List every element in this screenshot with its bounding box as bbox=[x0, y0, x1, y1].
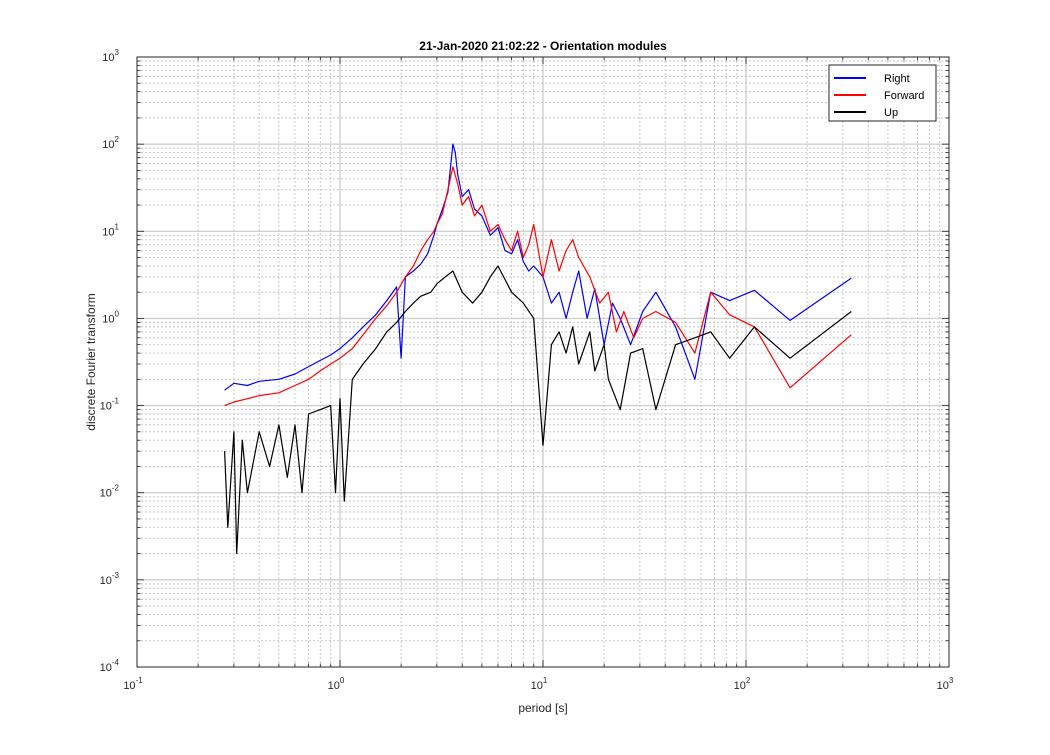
y-tick-label-exponent: 1 bbox=[115, 222, 120, 231]
y-tick-label-exponent: 3 bbox=[115, 48, 120, 57]
series-layer bbox=[224, 143, 852, 555]
y-tick-label: 10-1 bbox=[100, 397, 120, 413]
x-tick-label: 102 bbox=[734, 676, 751, 692]
chart-title: 21-Jan-2020 21:02:22 - Orientation modul… bbox=[419, 39, 667, 53]
x-tick-label: 10-1 bbox=[123, 676, 143, 692]
y-tick-label: 100 bbox=[102, 309, 119, 325]
series-line-right bbox=[224, 143, 852, 391]
legend-label-forward: Forward bbox=[884, 90, 924, 102]
series-line-forward bbox=[224, 166, 852, 407]
legend-label-up: Up bbox=[884, 107, 898, 119]
x-tick-label-exponent: 3 bbox=[949, 676, 954, 685]
y-tick-label: 10-3 bbox=[100, 571, 120, 587]
y-tick-label: 101 bbox=[102, 222, 119, 238]
y-tick-label: 103 bbox=[102, 48, 119, 64]
y-tick-label-exponent: -4 bbox=[112, 658, 120, 667]
y-tick-label-exponent: -1 bbox=[112, 397, 120, 406]
y-tick-label: 10-2 bbox=[100, 484, 120, 500]
x-tick-label: 103 bbox=[937, 676, 954, 692]
grid bbox=[137, 57, 949, 667]
series-line-up bbox=[224, 265, 852, 555]
y-tick-label: 102 bbox=[102, 135, 119, 151]
x-tick-label-exponent: 1 bbox=[543, 676, 548, 685]
y-tick-label-exponent: -2 bbox=[112, 484, 120, 493]
legend-label-right: Right bbox=[884, 73, 910, 85]
x-tick-label: 100 bbox=[328, 676, 345, 692]
y-axis-label: discrete Fourier transform bbox=[84, 293, 98, 430]
y-tick-label-exponent: 2 bbox=[115, 135, 120, 144]
x-tick-label-exponent: -1 bbox=[136, 676, 144, 685]
ticks bbox=[136, 57, 949, 668]
x-tick-label-exponent: 0 bbox=[340, 676, 345, 685]
y-tick-label: 10-4 bbox=[100, 658, 120, 674]
x-axis-label: period [s] bbox=[518, 701, 567, 715]
x-tick-label: 101 bbox=[531, 676, 548, 692]
x-tick-labels: 10-1 100 101 102 103 bbox=[123, 676, 954, 692]
x-tick-label-exponent: 2 bbox=[746, 676, 751, 685]
legend: Right Forward Up bbox=[828, 64, 937, 122]
y-tick-label-exponent: -3 bbox=[112, 571, 120, 580]
y-tick-label-exponent: 0 bbox=[115, 309, 120, 318]
